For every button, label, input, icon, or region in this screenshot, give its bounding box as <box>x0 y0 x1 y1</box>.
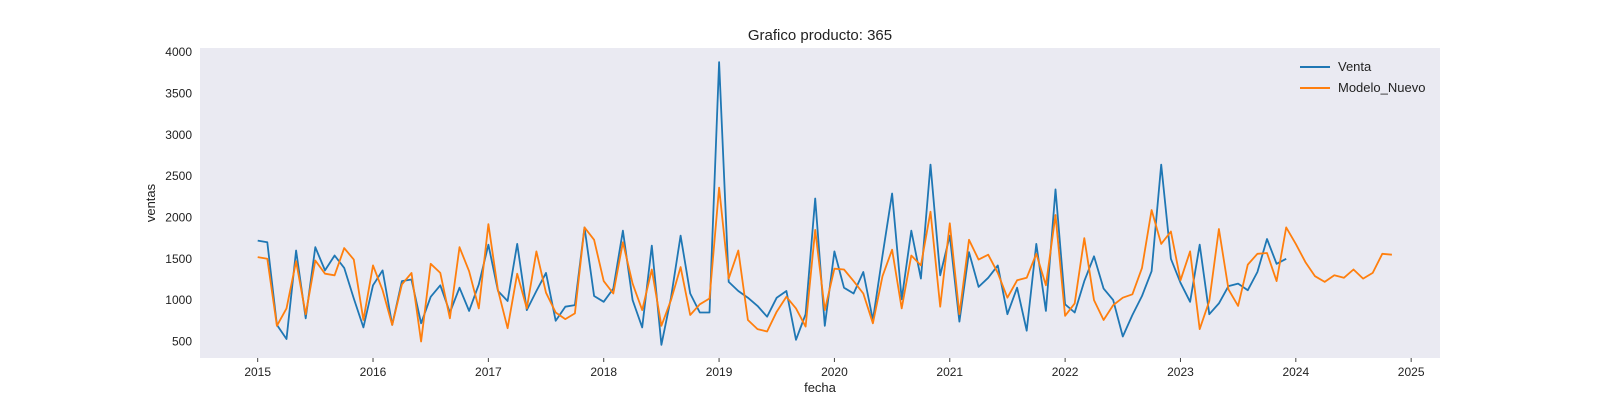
series-lines <box>257 61 1392 346</box>
legend: Venta Modelo_Nuevo <box>1300 59 1425 95</box>
x-tick-label: 2018 <box>590 365 617 379</box>
y-tick-label: 1500 <box>165 252 192 266</box>
y-tick-label: 2000 <box>165 210 192 224</box>
x-axis-ticks: 2015 2016 2017 2018 2019 2020 2021 2022 2023 2024… <box>244 358 1425 379</box>
x-tick-label: 2023 <box>1167 365 1194 379</box>
x-tick-label: 2024 <box>1282 365 1309 379</box>
y-tick-label: 3000 <box>165 128 192 142</box>
chart-title: Grafico producto: 365 <box>748 27 892 44</box>
x-tick-label: 2015 <box>244 365 271 379</box>
y-tick-label: 4000 <box>165 45 192 59</box>
y-tick-label: 1000 <box>165 293 192 307</box>
y-tick-label: 2500 <box>165 169 192 183</box>
x-tick-label: 2022 <box>1052 365 1079 379</box>
y-axis-label: ventas <box>143 183 158 222</box>
legend-label: Modelo_Nuevo <box>1338 80 1425 95</box>
x-tick-label: 2016 <box>360 365 387 379</box>
series-line-modelo-nuevo <box>257 186 1392 343</box>
series-line-venta <box>257 61 1287 346</box>
x-tick-label: 2017 <box>475 365 502 379</box>
y-tick-label: 500 <box>172 334 192 348</box>
x-tick-label: 2021 <box>936 365 963 379</box>
legend-label: Venta <box>1338 59 1372 74</box>
plot-background <box>200 48 1440 358</box>
y-axis-ticks: 500 1000 1500 2000 2500 3000 3500 4000 <box>165 45 192 348</box>
x-tick-label: 2025 <box>1398 365 1425 379</box>
x-tick-label: 2020 <box>821 365 848 379</box>
x-tick-label: 2019 <box>706 365 733 379</box>
x-axis-label: fecha <box>804 380 837 395</box>
y-tick-label: 3500 <box>165 86 192 100</box>
